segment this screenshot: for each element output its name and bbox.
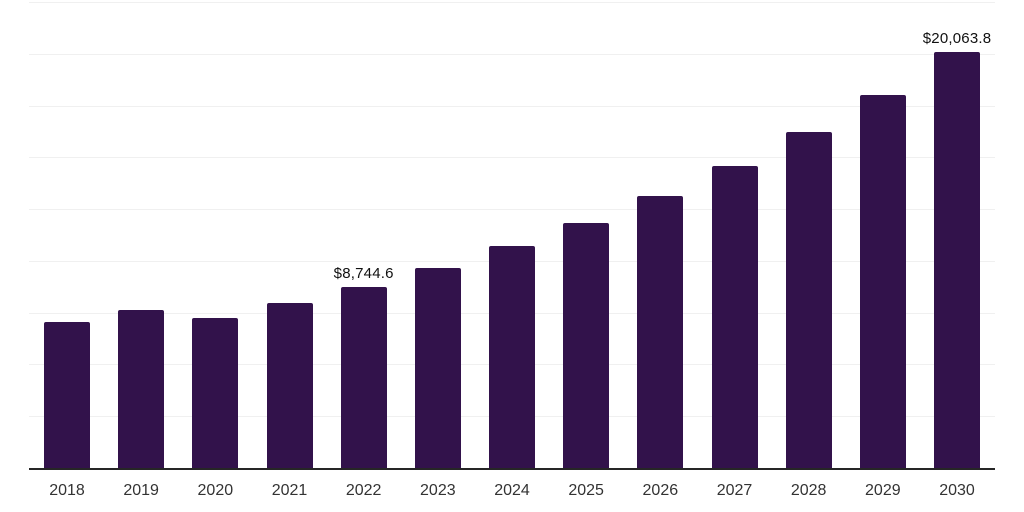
x-tick-label-2025: 2025 bbox=[568, 482, 604, 499]
bar-2025 bbox=[563, 222, 610, 468]
value-label-2030: $20,063.8 bbox=[922, 30, 992, 48]
bar-2027 bbox=[711, 165, 758, 468]
x-tick-label-2018: 2018 bbox=[49, 482, 85, 499]
gridline bbox=[29, 209, 995, 211]
bar-2026 bbox=[637, 195, 684, 468]
x-tick-label-2021: 2021 bbox=[271, 482, 308, 499]
x-tick-label-2028: 2028 bbox=[790, 482, 827, 499]
bar-2018 bbox=[44, 321, 90, 468]
gridline bbox=[29, 53, 995, 55]
x-tick-label-2023: 2023 bbox=[420, 482, 456, 499]
bar-2021 bbox=[266, 302, 313, 468]
bar-2028 bbox=[785, 132, 832, 468]
bar-2020 bbox=[192, 317, 239, 468]
x-axis-line bbox=[29, 468, 995, 470]
x-tick-label-2019: 2019 bbox=[123, 482, 159, 499]
bar-2023 bbox=[414, 268, 461, 468]
bar-2022 bbox=[340, 286, 387, 468]
x-axis: 2018 2019 2020 2021 2022 2023 2024 2025 2026 2027… bbox=[0, 470, 1024, 512]
gridline bbox=[29, 2, 995, 3]
x-tick-label-2024: 2024 bbox=[494, 482, 530, 499]
x-tick-label-2027: 2027 bbox=[716, 482, 753, 499]
value-label-2022: $8,744.6 bbox=[333, 264, 394, 282]
x-tick-label-2022: 2022 bbox=[345, 482, 382, 499]
x-tick-label-2029: 2029 bbox=[865, 482, 901, 499]
x-tick-label-2030: 2030 bbox=[939, 482, 975, 499]
x-tick-label-2026: 2026 bbox=[642, 482, 679, 499]
plot-area: $8,744.6 $20,063.8 bbox=[29, 2, 995, 470]
x-tick-label-2020: 2020 bbox=[197, 482, 234, 499]
gridline bbox=[29, 157, 995, 159]
bar-2019 bbox=[118, 309, 165, 468]
bar-2030 bbox=[934, 52, 980, 468]
bar-2024 bbox=[489, 246, 535, 468]
bar-2029 bbox=[859, 94, 906, 468]
gridline bbox=[29, 105, 995, 107]
